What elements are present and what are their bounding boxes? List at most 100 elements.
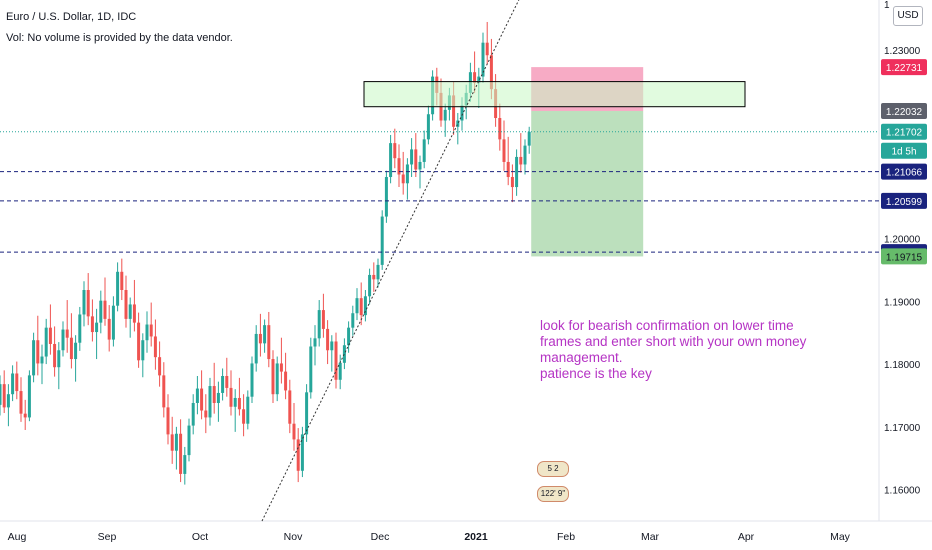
candle: [426, 105, 430, 145]
candle: [216, 381, 220, 422]
candle: [237, 377, 241, 416]
candle-body: [334, 341, 338, 380]
candle: [263, 319, 267, 353]
candle: [338, 354, 342, 390]
trend-line[interactable]: [261, 0, 559, 522]
candle: [61, 321, 65, 357]
candle: [258, 313, 262, 357]
candle-body: [460, 105, 464, 121]
candle: [506, 136, 510, 186]
supply-zone-rectangle[interactable]: [363, 81, 746, 108]
price-tag[interactable]: 1.21066: [881, 163, 927, 180]
candle: [132, 279, 136, 332]
candle: [405, 158, 409, 200]
candle: [86, 273, 90, 326]
candle: [275, 356, 279, 402]
candle-body: [204, 410, 208, 418]
candle-body: [422, 139, 426, 162]
candle: [166, 394, 170, 445]
symbol-title[interactable]: Euro / U.S. Dollar, 1D, IDC: [6, 11, 137, 23]
candle: [32, 332, 36, 383]
candle: [36, 315, 40, 376]
candle: [351, 305, 355, 336]
candle-body: [0, 384, 2, 405]
price-tag[interactable]: 1.22032: [881, 102, 927, 119]
candle-body: [6, 394, 10, 408]
candle: [15, 361, 19, 400]
candle: [145, 311, 149, 353]
candle: [246, 390, 250, 430]
candle: [78, 306, 82, 351]
candle-body: [187, 425, 191, 456]
countdown-tag[interactable]: 1d 5h: [881, 142, 927, 159]
candle: [2, 370, 6, 414]
candle: [410, 138, 414, 178]
candle: [23, 399, 27, 430]
candle: [519, 133, 523, 173]
take-profit-zone[interactable]: [531, 110, 644, 257]
candle: [389, 134, 393, 184]
candle: [221, 368, 225, 401]
price-tick-label: 1.18000: [884, 360, 921, 371]
candle-body: [225, 375, 229, 388]
price-tag-bg: [881, 248, 927, 265]
candle-body: [279, 363, 283, 372]
candle: [19, 377, 23, 422]
candle-body: [137, 322, 141, 361]
horizontal-levels: [0, 171, 879, 253]
price-tick-label: 1: [884, 0, 890, 11]
price-tag[interactable]: 1.19715: [881, 248, 927, 265]
candle: [527, 126, 531, 154]
indicator-badge-bottom[interactable]: 122' 9": [537, 486, 569, 502]
candle-body: [410, 149, 414, 165]
price-tag[interactable]: 1.22731: [881, 59, 927, 76]
candle-body: [309, 346, 313, 393]
candle-body: [515, 156, 519, 188]
candle-body: [145, 324, 149, 341]
candle-body: [107, 318, 111, 340]
candle-body: [519, 156, 523, 165]
price-tag-bg: [881, 59, 927, 76]
candle: [355, 288, 359, 321]
candle-body: [128, 304, 132, 319]
price-tag[interactable]: 1.20599: [881, 192, 927, 209]
candle-body: [61, 329, 65, 351]
candle: [380, 210, 384, 270]
candle-body: [158, 357, 162, 376]
candle: [158, 341, 162, 387]
price-tag[interactable]: 1.21702: [881, 123, 927, 140]
candle-body: [300, 434, 304, 471]
candle: [0, 375, 2, 416]
candle-body: [384, 177, 388, 217]
candle-body: [216, 392, 220, 403]
time-tick-label: Mar: [641, 531, 660, 543]
candle: [242, 394, 246, 437]
candle-body: [120, 271, 124, 291]
candle: [187, 418, 191, 462]
candle: [347, 321, 351, 353]
candle: [397, 144, 401, 188]
candle-body: [149, 324, 153, 337]
candle: [53, 326, 57, 377]
candle: [191, 394, 195, 435]
candle: [359, 282, 363, 326]
price-tag-label: 1.19715: [886, 252, 923, 263]
candle-body: [141, 340, 145, 361]
candle-body: [212, 386, 216, 403]
countdown-tag-label: 1d 5h: [891, 147, 916, 158]
trade-note[interactable]: look for bearish confirmation on lower t…: [540, 318, 840, 382]
candle-body: [69, 337, 73, 360]
candle: [393, 128, 397, 169]
candle: [141, 333, 145, 378]
candle-body: [321, 310, 325, 329]
currency-button[interactable]: USD: [893, 6, 923, 26]
candle: [456, 112, 460, 145]
candle-body: [473, 72, 477, 83]
candle: [162, 362, 166, 418]
candle-body: [330, 341, 334, 351]
indicator-badge-top[interactable]: 5 2: [537, 461, 569, 477]
candle-body: [233, 397, 237, 407]
candle: [82, 281, 86, 327]
time-tick-label: May: [830, 531, 851, 543]
